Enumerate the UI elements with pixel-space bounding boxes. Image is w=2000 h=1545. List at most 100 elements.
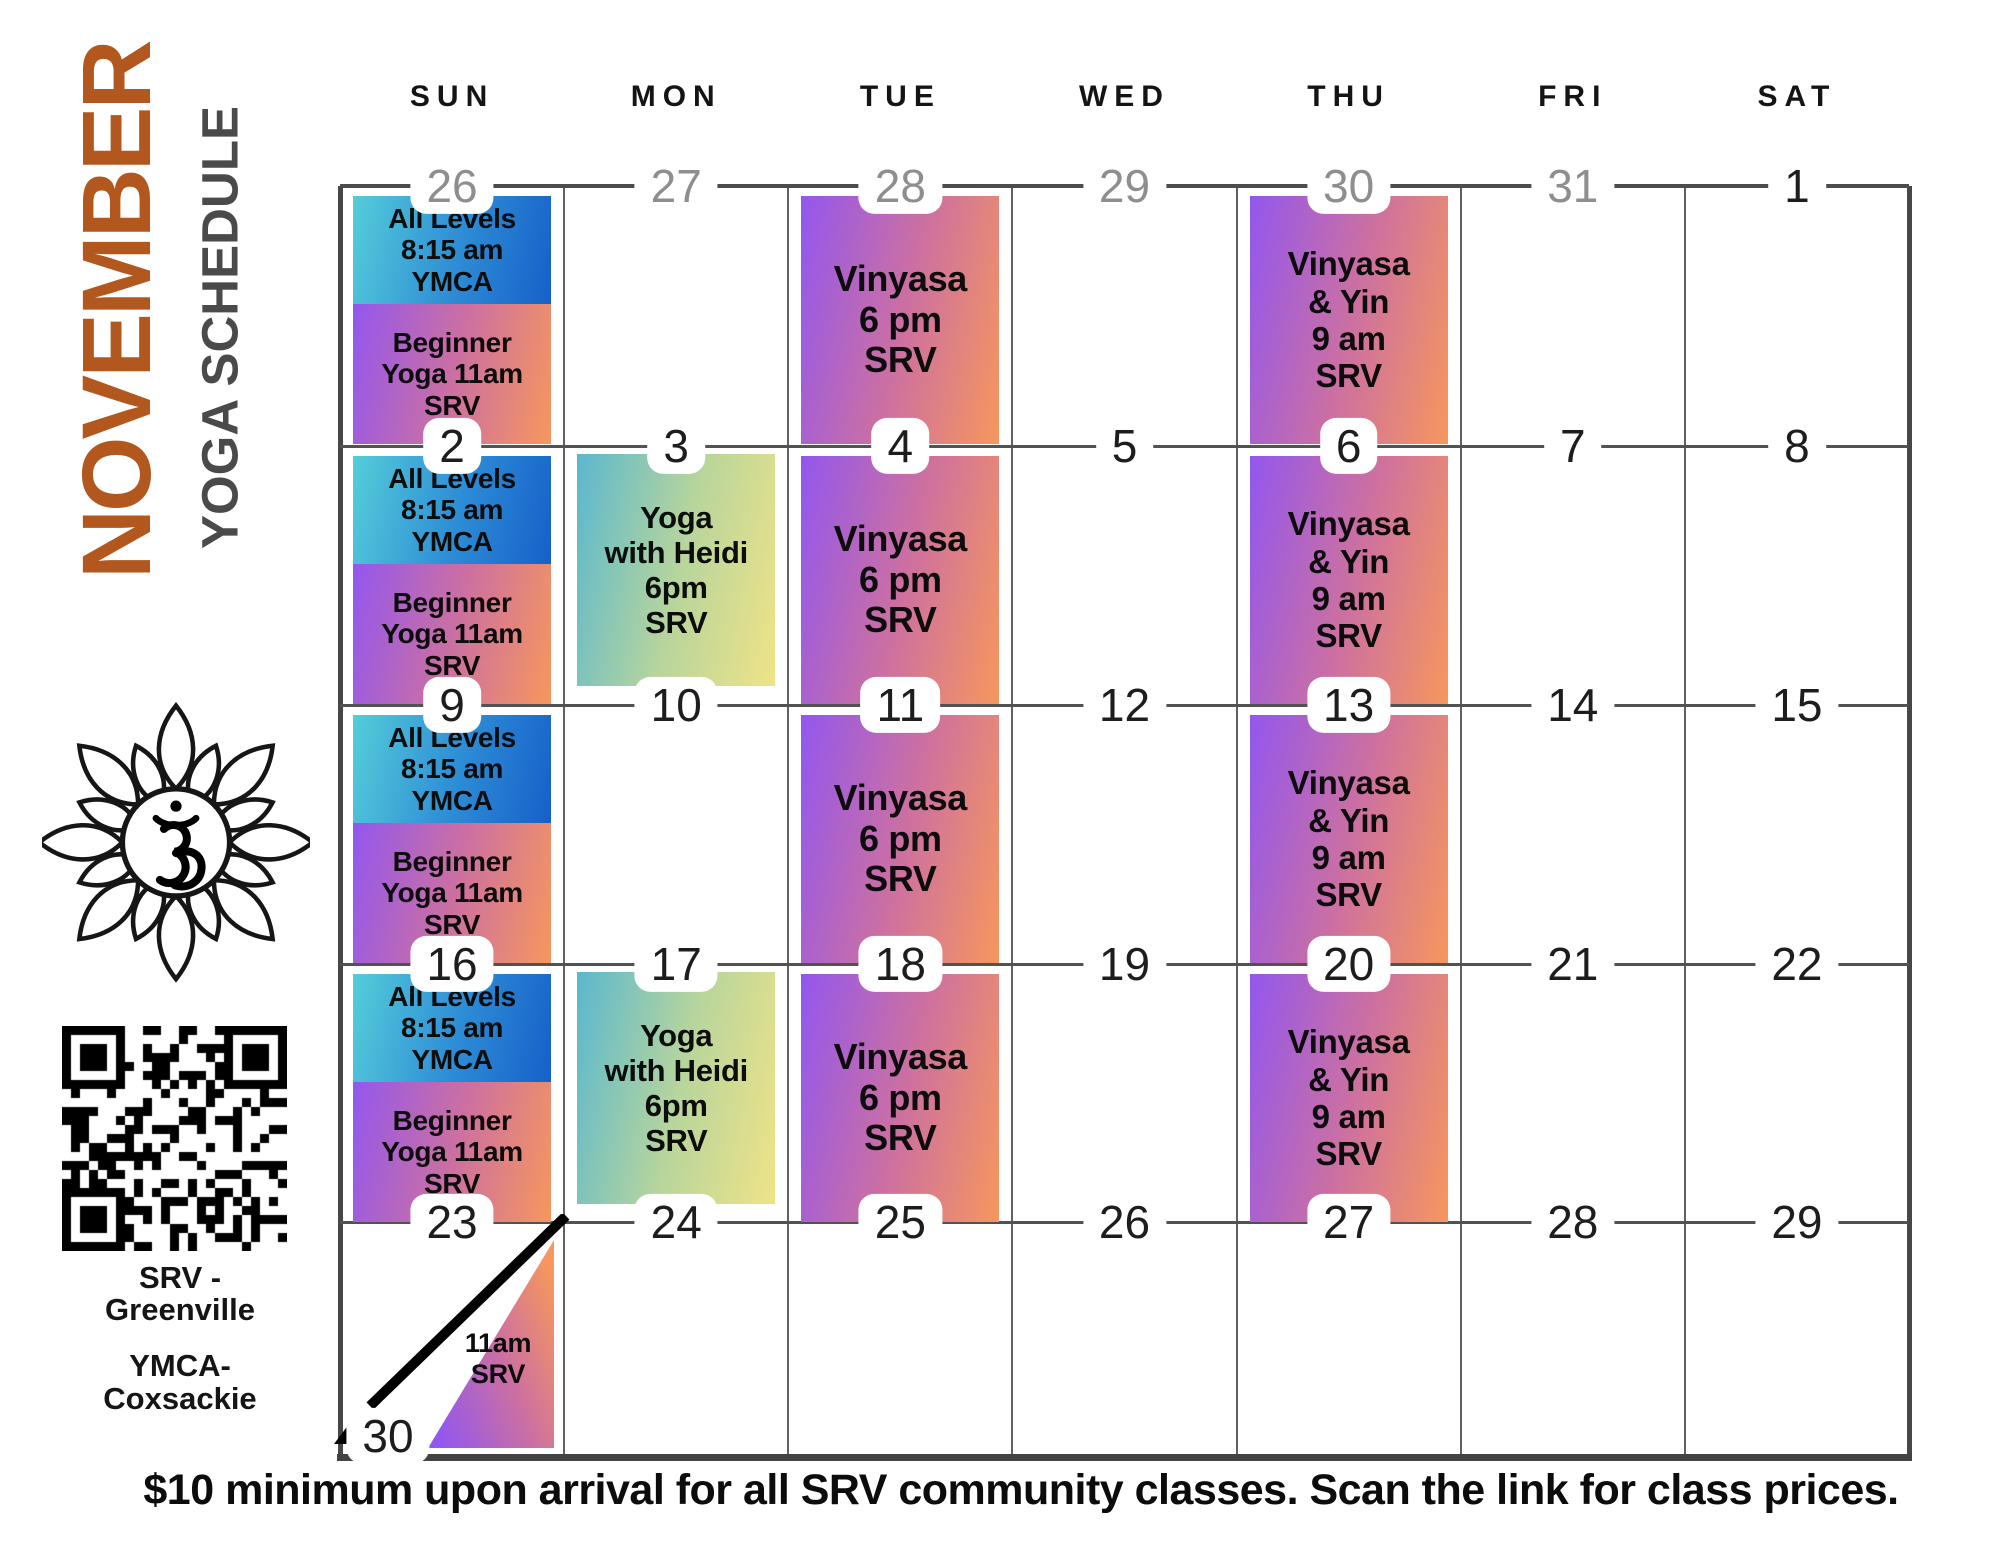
event-card-heidi: Yoga with Heidi 6pm SRV [577,454,776,686]
weekday-header-wed: WED [1078,80,1170,113]
split-event-label: 11am SRV [432,1320,564,1398]
event-card-line: 8:15 am [400,1012,504,1044]
event-card-line: 6 pm [858,558,942,600]
event-card-ymca: All Levels 8:15 am YMCA [353,456,552,564]
event-card-line: SRV [1315,357,1382,395]
location-line: YMCA- [129,1348,231,1384]
date-pill-28: 28 [858,157,942,215]
event-card-line: 9 am [1311,320,1386,357]
event-card-line: Beginner [392,586,512,618]
event-card-line: 6 pm [858,817,942,859]
date-pill-26: 26 [410,157,494,215]
date-pill-17: 17 [634,935,718,993]
event-card-line: SRV [1315,1135,1382,1173]
event-card-line: Vinyasa [833,257,968,299]
weekday-header-thu: THU [1307,80,1390,113]
event-card-line: 6pm [644,1088,708,1123]
event-card-line: Vinyasa [833,776,968,818]
date-pill-3: 3 [647,417,705,475]
location-ymca: YMCA- Coxsackie [30,1348,330,1416]
event-card-line: 8:15 am [400,234,504,266]
event-card-line: 9 am [1311,580,1386,617]
event-card-vinyasa: Vinyasa 6 pm SRV [801,196,1000,444]
date-pill-8: 8 [1768,417,1826,475]
event-card-line: Vinyasa [1287,505,1410,543]
date-pill-4: 4 [871,417,930,475]
event-card-ymca: All Levels 8:15 am YMCA [353,196,552,304]
date-pill-6: 6 [1319,417,1378,475]
event-card-line: & Yin [1308,1060,1390,1098]
event-card-line: 6pm [644,570,708,605]
event-card-line: YMCA [411,1043,493,1075]
footer-note: $10 minimum upon arrival for all SRV com… [143,1466,1899,1514]
event-card-line: SRV [470,1359,526,1389]
event-card-line: YMCA [411,784,493,816]
event-card-line: YMCA [411,265,493,297]
event-card-line: 8:15 am [400,494,504,526]
event-card-line: with Heidi [604,1052,749,1088]
weekday-header-mon: MON [630,80,722,113]
date-pill-5: 5 [1095,417,1154,475]
event-card-line: Beginner [392,326,512,358]
date-pill-22: 22 [1755,935,1839,993]
date-pill-7: 7 [1543,417,1602,475]
split-diagonal-line [366,1212,570,1410]
date-pill-30: 30 [346,1407,430,1465]
event-card-line: SRV [423,649,481,681]
event-card-line: SRV [1315,876,1382,914]
date-pill-10: 10 [634,676,718,734]
event-card-line: SRV [864,599,937,641]
month-title: NOVEMBER [62,42,171,579]
event-card-line: Beginner [392,1104,512,1136]
event-card-line: Yoga 11am [381,358,523,390]
grid-vertical-line [1235,186,1238,1458]
date-pill-9: 9 [423,676,481,734]
event-card-line: Yoga [640,1017,713,1053]
location-line: Coxsackie [103,1380,257,1416]
date-pill-27: 27 [1307,1193,1391,1251]
grid-vertical-line [1011,186,1014,1458]
event-card-beginner: Beginner Yoga 11am SRV [353,823,552,963]
event-card-line: Yoga 11am [381,877,523,909]
event-card-line: & Yin [1308,282,1390,320]
event-card-line: SRV [1315,617,1382,655]
event-card-vinyasa: Vinyasa 6 pm SRV [801,974,1000,1222]
event-card-line: Vinyasa [1287,1023,1410,1061]
grid-vertical-line [1683,186,1686,1458]
date-pill-25: 25 [858,1193,942,1251]
date-pill-11: 11 [860,676,941,734]
event-card-vinyasa: Vinyasa 6 pm SRV [801,456,1000,704]
date-pill-16: 16 [410,935,494,993]
date-pill-13: 13 [1307,676,1391,734]
date-pill-21: 21 [1531,935,1615,993]
grid-vertical-line [563,186,566,1458]
event-card-line: Beginner [392,845,512,877]
event-card-line: & Yin [1308,542,1390,580]
date-pill-28: 28 [1531,1193,1615,1251]
date-pill-18: 18 [858,935,942,993]
date-pill-1: 1 [1768,157,1826,215]
qr-code [62,1026,287,1251]
weekday-header-fri: FRI [1538,80,1608,113]
date-pill-29: 29 [1082,157,1167,215]
event-card-line: SRV [864,339,937,381]
grid-vertical-line [1906,186,1912,1458]
event-card-line: Yoga 11am [381,618,523,650]
event-card-line: SRV [423,908,481,940]
event-card-heidi: Yoga with Heidi 6pm SRV [577,972,776,1204]
om-lotus-icon [42,676,310,998]
date-pill-14: 14 [1531,676,1615,734]
event-card-line: Yoga [640,499,713,535]
event-card-vinyin: Vinyasa & Yin 9 am SRV [1249,456,1448,704]
event-card-vinyasa: Vinyasa 6 pm SRV [801,715,1000,963]
event-card-line: SRV [423,389,481,421]
event-card-line: & Yin [1308,801,1390,839]
date-pill-12: 12 [1082,676,1167,734]
date-pill-20: 20 [1307,935,1391,993]
event-card-line: 8:15 am [400,753,504,785]
grid-vertical-line [787,186,790,1458]
event-card-vinyin: Vinyasa & Yin 9 am SRV [1249,715,1448,963]
event-card-line: 6 pm [858,298,942,340]
grid-vertical-line [337,186,343,1458]
